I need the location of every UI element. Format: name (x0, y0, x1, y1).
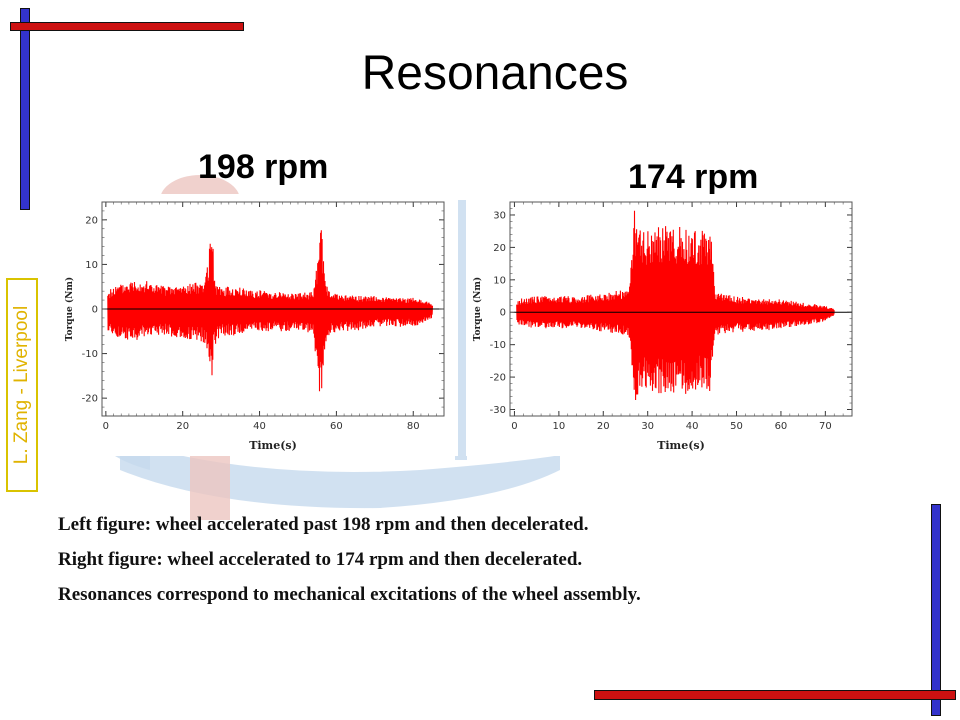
y-tick-label: -30 (490, 405, 506, 416)
left-chart-container: 0 20 40 60 80 -20 -10 0 10 20 Time(s) Torque (Nm) (58, 194, 458, 456)
left-torque-chart: 0 20 40 60 80 -20 -10 0 10 20 Time(s) Torque (Nm) (64, 201, 445, 452)
x-tick-label: 20 (597, 421, 610, 432)
torque-signal-line (516, 210, 835, 401)
x-tick-label: 50 (730, 421, 743, 432)
x-tick-label: 20 (176, 421, 189, 432)
x-tick-label: 80 (407, 421, 420, 432)
y-tick-label: 30 (493, 210, 506, 221)
y-tick-label: 0 (92, 305, 98, 316)
x-tick-label: 40 (253, 421, 266, 432)
x-tick-label: 10 (552, 421, 565, 432)
torque-signal-line (107, 230, 434, 392)
bottom-right-horizontal-bar (594, 690, 956, 700)
top-left-vertical-bar (20, 8, 30, 210)
caption-line-2: Right figure: wheel accelerated to 174 r… (58, 549, 583, 570)
y-axis-label: Torque (Nm) (64, 277, 75, 341)
x-axis-label: Time(s) (657, 439, 705, 452)
x-axis-label: Time(s) (249, 439, 297, 452)
y-tick-label: -20 (82, 394, 98, 405)
y-tick-label: -10 (490, 340, 506, 351)
x-tick-label: 0 (511, 421, 517, 432)
x-tick-label: 30 (641, 421, 654, 432)
caption-line-1: Left figure: wheel accelerated past 198 … (58, 514, 589, 535)
caption-block: Left figure: wheel accelerated past 198 … (58, 507, 938, 612)
y-tick-label: 0 (500, 308, 506, 319)
right-chart-container: 0 10 20 30 40 50 60 70 -30 -20 -10 0 10 20 30 Time(s) To… (466, 194, 866, 456)
y-tick-label: -10 (82, 349, 98, 360)
y-tick-label: 10 (85, 260, 98, 271)
x-tick-label: 0 (103, 421, 109, 432)
top-left-horizontal-bar (10, 22, 244, 31)
y-tick-label: -20 (490, 373, 506, 384)
y-tick-label: 10 (493, 275, 506, 286)
y-tick-label: 20 (85, 215, 98, 226)
x-tick-label: 60 (330, 421, 343, 432)
slide-title: Resonances (361, 47, 629, 100)
author-side-label: L. Zang - Liverpool (6, 278, 38, 492)
x-tick-label: 40 (686, 421, 699, 432)
left-chart-heading: 198 rpm (198, 148, 329, 186)
author-side-label-text: L. Zang - Liverpool (11, 305, 32, 465)
right-chart-heading: 174 rpm (628, 158, 759, 196)
x-tick-label: 60 (775, 421, 788, 432)
right-torque-chart: 0 10 20 30 40 50 60 70-30-20-100102030Time(s)To… (472, 201, 853, 452)
x-tick-label: 70 (819, 421, 832, 432)
caption-line-3: Resonances correspond to mechanical exci… (58, 584, 641, 605)
y-axis-label: Torque (Nm) (472, 277, 483, 341)
y-tick-label: 20 (493, 243, 506, 254)
bottom-right-vertical-bar (931, 504, 941, 716)
